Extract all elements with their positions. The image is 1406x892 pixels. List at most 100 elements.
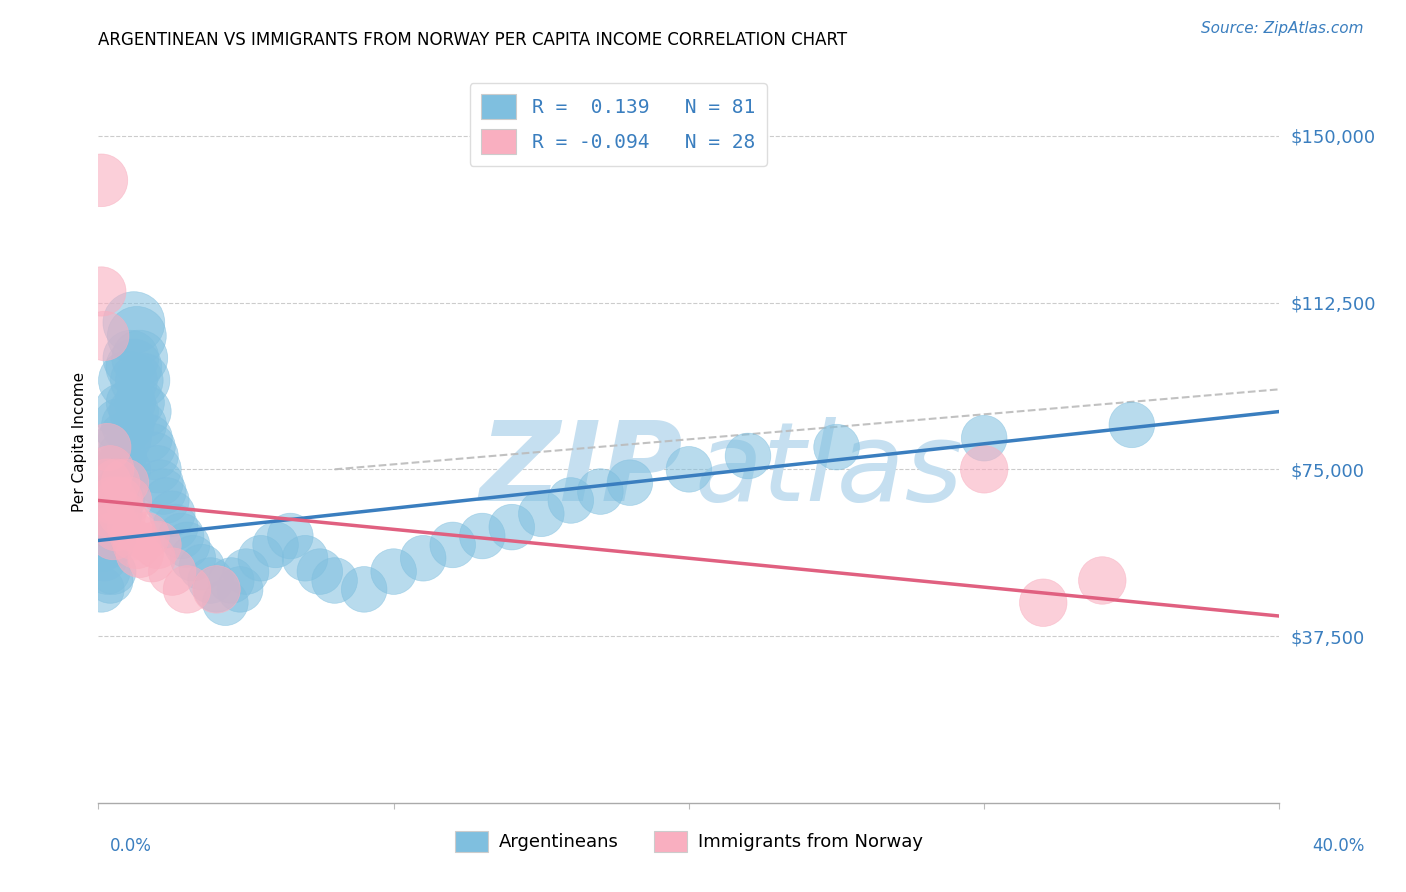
- Point: [176, 538, 198, 552]
- Point: [93, 551, 115, 566]
- Point: [176, 582, 198, 597]
- Point: [114, 475, 136, 490]
- Point: [125, 373, 148, 387]
- Point: [90, 582, 112, 597]
- Point: [105, 520, 128, 534]
- Point: [155, 493, 177, 508]
- Point: [103, 565, 125, 579]
- Point: [122, 316, 145, 330]
- Point: [117, 417, 139, 432]
- Point: [108, 417, 131, 432]
- Point: [530, 507, 553, 521]
- Text: ARGENTINEAN VS IMMIGRANTS FROM NORWAY PER CAPITA INCOME CORRELATION CHART: ARGENTINEAN VS IMMIGRANTS FROM NORWAY PE…: [98, 31, 848, 49]
- Point: [120, 351, 142, 366]
- Point: [90, 542, 112, 557]
- Point: [264, 538, 287, 552]
- Point: [1091, 574, 1114, 588]
- Point: [1032, 596, 1054, 610]
- Point: [125, 329, 148, 343]
- Point: [98, 538, 121, 552]
- Point: [143, 449, 166, 463]
- Point: [96, 565, 118, 579]
- Point: [98, 462, 121, 476]
- Point: [111, 449, 134, 463]
- Point: [122, 360, 145, 375]
- Point: [128, 395, 150, 409]
- Point: [96, 493, 118, 508]
- Point: [353, 582, 375, 597]
- Point: [117, 493, 139, 508]
- Point: [103, 462, 125, 476]
- Point: [114, 475, 136, 490]
- Point: [93, 329, 115, 343]
- Point: [114, 431, 136, 445]
- Point: [162, 507, 183, 521]
- Point: [589, 484, 612, 499]
- Point: [103, 493, 125, 508]
- Point: [382, 565, 405, 579]
- Point: [103, 529, 125, 543]
- Point: [98, 475, 121, 490]
- Point: [96, 475, 118, 490]
- Point: [146, 462, 169, 476]
- Point: [678, 462, 700, 476]
- Point: [141, 440, 163, 454]
- Point: [105, 484, 128, 499]
- Point: [93, 520, 115, 534]
- Point: [128, 547, 150, 561]
- Point: [214, 596, 236, 610]
- Point: [103, 493, 125, 508]
- Point: [108, 462, 131, 476]
- Point: [165, 520, 187, 534]
- Point: [128, 351, 150, 366]
- Point: [111, 404, 134, 418]
- Point: [132, 373, 155, 387]
- Text: Source: ZipAtlas.com: Source: ZipAtlas.com: [1201, 21, 1364, 36]
- Point: [111, 507, 134, 521]
- Point: [205, 582, 228, 597]
- Point: [122, 529, 145, 543]
- Point: [323, 574, 346, 588]
- Text: 0.0%: 0.0%: [110, 837, 152, 855]
- Point: [122, 404, 145, 418]
- Point: [98, 511, 121, 525]
- Point: [229, 582, 252, 597]
- Point: [146, 538, 169, 552]
- Point: [149, 475, 172, 490]
- Point: [120, 395, 142, 409]
- Point: [141, 551, 163, 566]
- Point: [309, 565, 332, 579]
- Point: [441, 538, 464, 552]
- Point: [105, 520, 128, 534]
- Point: [501, 520, 523, 534]
- Point: [117, 373, 139, 387]
- Point: [162, 565, 183, 579]
- Point: [250, 551, 273, 566]
- Point: [125, 538, 148, 552]
- Point: [205, 582, 228, 597]
- Point: [170, 529, 193, 543]
- Point: [294, 551, 316, 566]
- Point: [135, 529, 157, 543]
- Point: [560, 493, 582, 508]
- Point: [412, 551, 434, 566]
- Point: [1121, 417, 1143, 432]
- Point: [471, 529, 494, 543]
- Y-axis label: Per Capita Income: Per Capita Income: [72, 371, 87, 512]
- Point: [280, 529, 302, 543]
- Text: 40.0%: 40.0%: [1312, 837, 1365, 855]
- Point: [181, 551, 204, 566]
- Point: [108, 507, 131, 521]
- Point: [90, 173, 112, 187]
- Point: [120, 520, 142, 534]
- Point: [108, 493, 131, 508]
- Point: [135, 404, 157, 418]
- Point: [117, 462, 139, 476]
- Point: [737, 449, 759, 463]
- Text: atlas: atlas: [695, 417, 963, 524]
- Point: [132, 417, 155, 432]
- Point: [98, 574, 121, 588]
- Point: [98, 507, 121, 521]
- Point: [200, 574, 222, 588]
- Point: [96, 538, 118, 552]
